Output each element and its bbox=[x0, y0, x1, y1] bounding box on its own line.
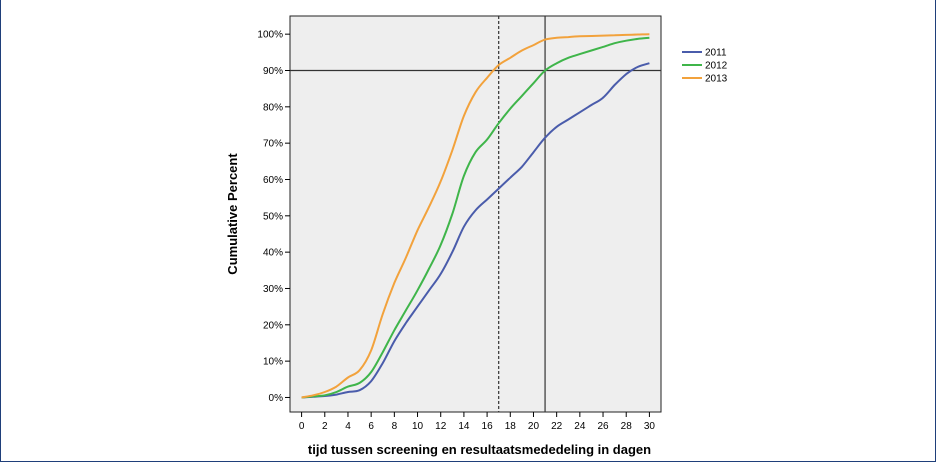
y-tick-label: 10% bbox=[263, 357, 283, 368]
y-tick-label: 70% bbox=[263, 139, 283, 150]
plot-area bbox=[289, 15, 662, 413]
reference-lines bbox=[290, 16, 661, 412]
legend: 2011 2012 2013 bbox=[682, 48, 728, 85]
y-tick-label: 20% bbox=[263, 320, 283, 331]
series-line-2011 bbox=[301, 62, 650, 399]
x-tick-label: 28 bbox=[621, 421, 633, 432]
series-line-2012 bbox=[301, 36, 650, 399]
series-lines bbox=[301, 33, 650, 399]
y-tick-label: 40% bbox=[263, 248, 283, 259]
y-tick-label: 80% bbox=[263, 102, 283, 113]
x-axis-title: tijd tussen screening en resultaatsmeded… bbox=[308, 442, 651, 457]
y-tick-label: 0% bbox=[269, 393, 284, 404]
y-axis-title: Cumulative Percent bbox=[225, 153, 240, 275]
legend-label-2012: 2012 bbox=[705, 61, 728, 72]
legend-label-2013: 2013 bbox=[705, 74, 728, 85]
x-tick-label: 8 bbox=[392, 421, 398, 432]
x-tick-label: 0 bbox=[299, 421, 305, 432]
y-tick-label: 90% bbox=[263, 66, 283, 77]
x-tick-label: 22 bbox=[551, 421, 563, 432]
x-tick-label: 18 bbox=[505, 421, 517, 432]
x-tick-label: 4 bbox=[345, 421, 351, 432]
x-axis: 0 2 4 6 8 10 12 14 16 18 20 22 24 26 28 30 bbox=[299, 412, 656, 432]
y-tick-label: 100% bbox=[257, 30, 283, 41]
x-tick-label: 24 bbox=[574, 421, 586, 432]
x-tick-label: 2 bbox=[322, 421, 328, 432]
x-tick-label: 16 bbox=[482, 421, 494, 432]
y-tick-label: 60% bbox=[263, 175, 283, 186]
x-tick-label: 26 bbox=[597, 421, 609, 432]
x-tick-label: 14 bbox=[458, 421, 470, 432]
x-tick-label: 6 bbox=[368, 421, 374, 432]
y-axis: 0% 10% 20% 30% 40% 50% 60% 70% 80% 90% 100% bbox=[257, 30, 290, 404]
x-tick-label: 12 bbox=[435, 421, 447, 432]
legend-label-2011: 2011 bbox=[705, 48, 727, 59]
series-line-2013 bbox=[301, 33, 650, 399]
y-tick-label: 30% bbox=[263, 284, 283, 295]
x-tick-label: 20 bbox=[528, 421, 540, 432]
x-tick-label: 10 bbox=[412, 421, 424, 432]
x-tick-label: 30 bbox=[644, 421, 656, 432]
y-tick-label: 50% bbox=[263, 211, 283, 222]
